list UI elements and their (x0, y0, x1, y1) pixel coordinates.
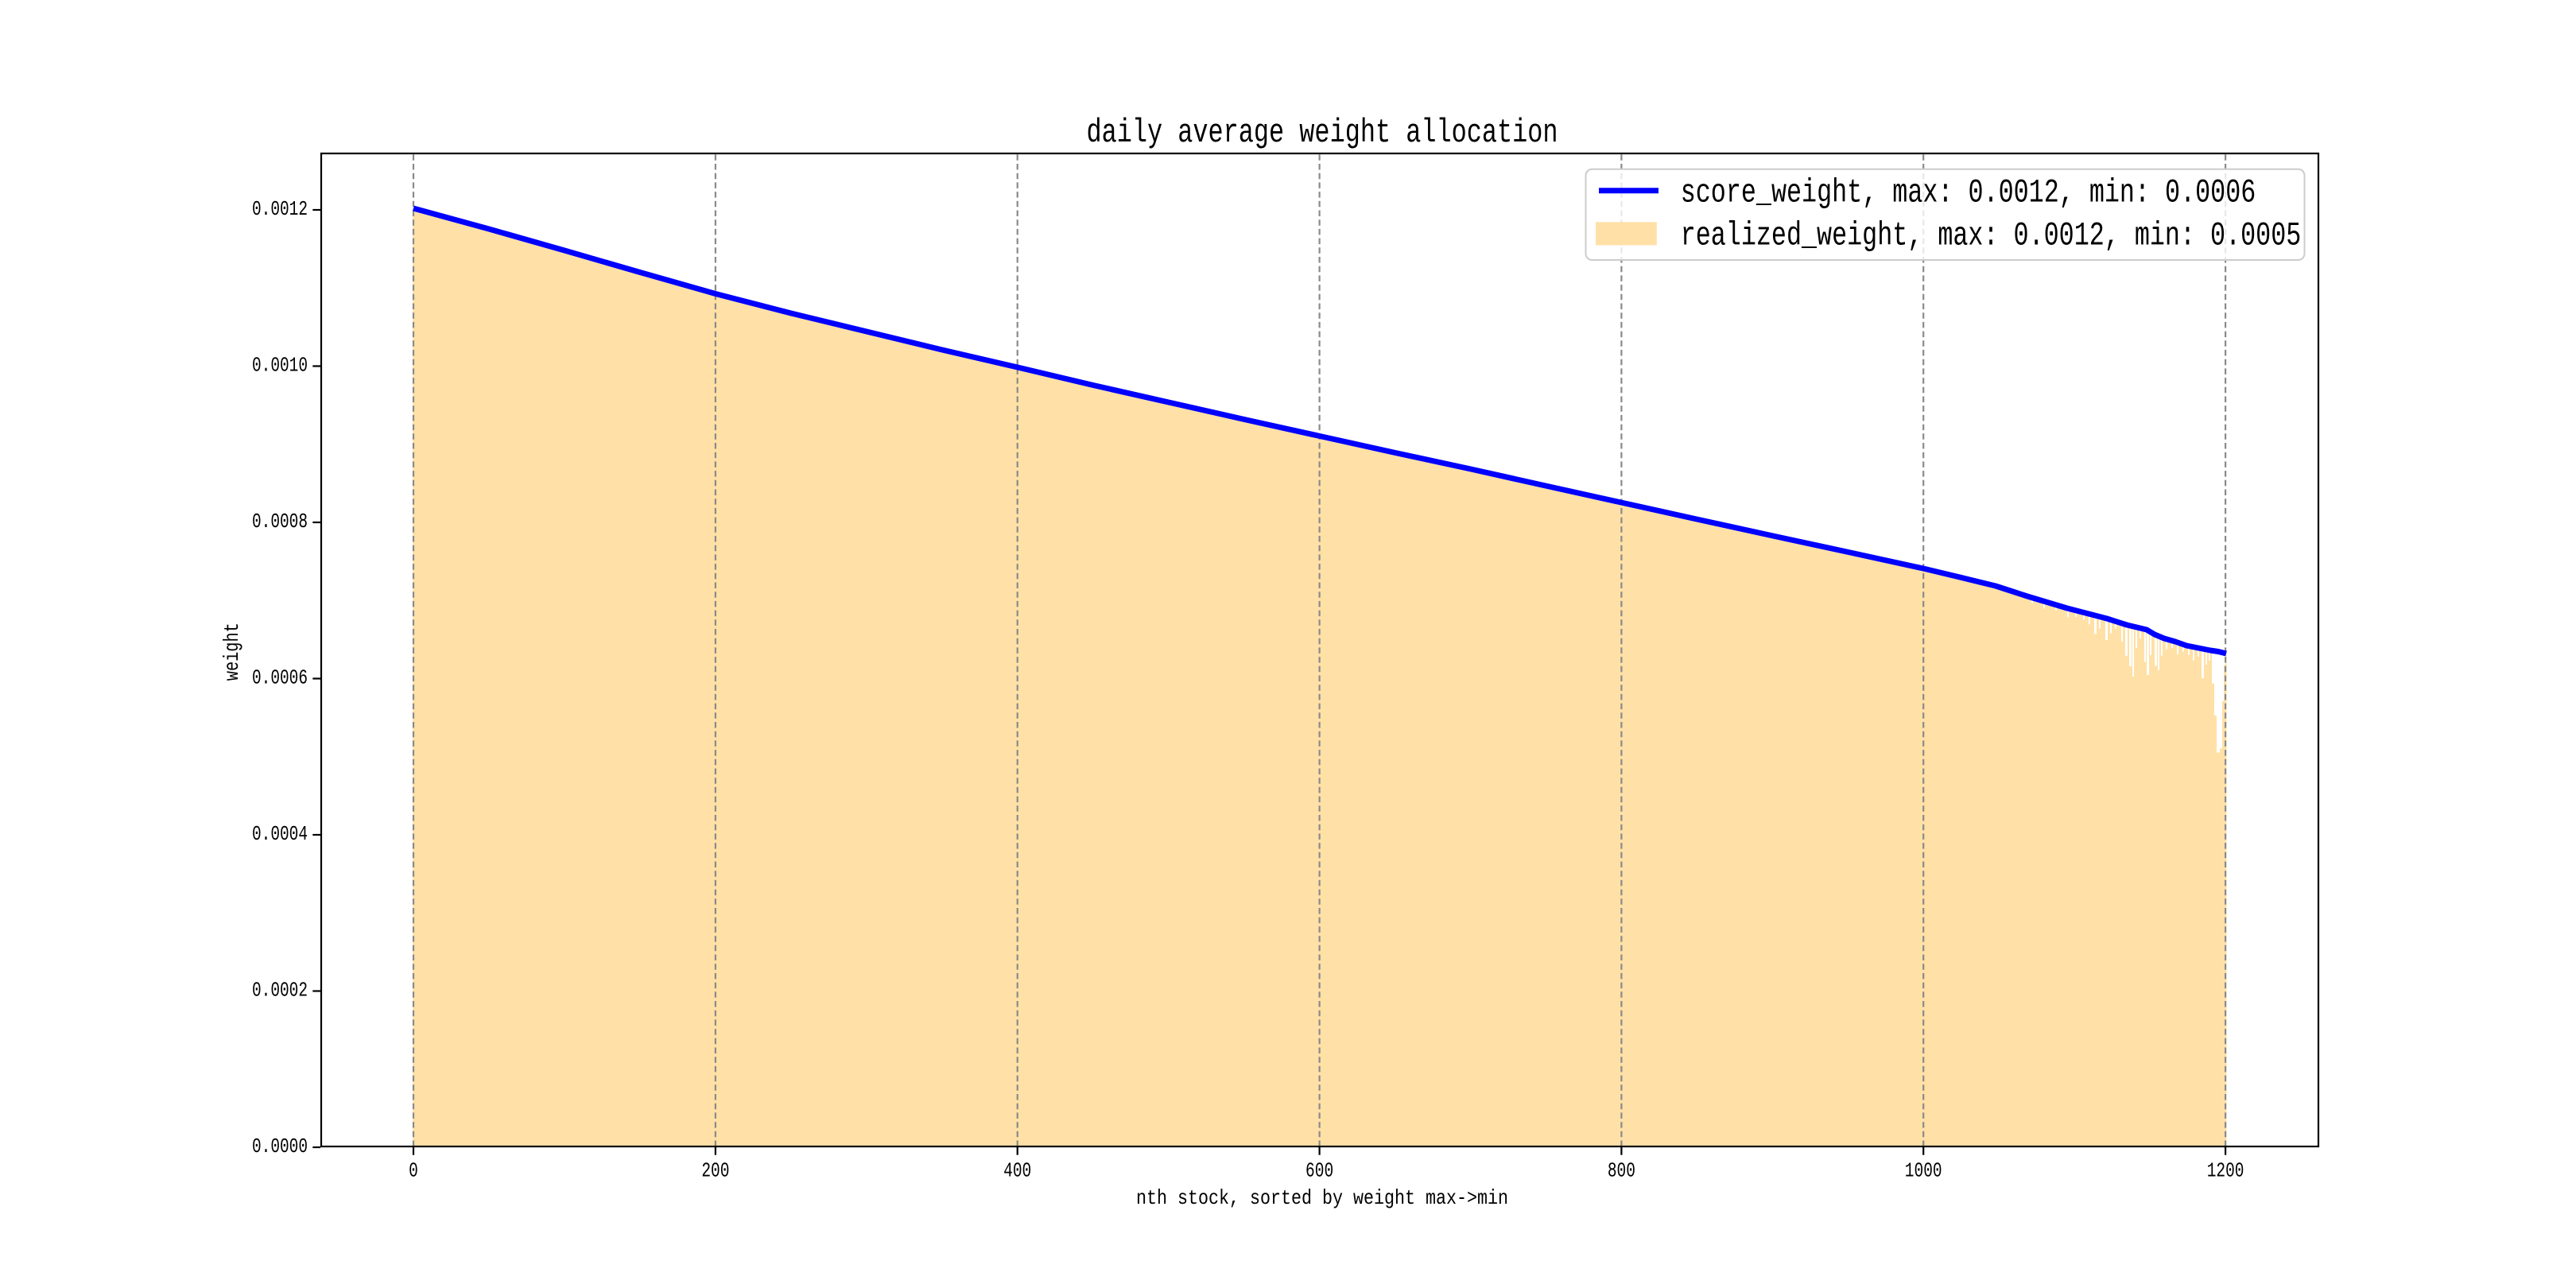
svg-text:0.0006: 0.0006 (252, 666, 308, 690)
svg-text:1200: 1200 (2207, 1159, 2244, 1183)
svg-text:200: 200 (701, 1159, 729, 1183)
svg-text:800: 800 (1608, 1159, 1635, 1183)
svg-text:0.0012: 0.0012 (252, 197, 308, 221)
svg-text:600: 600 (1305, 1159, 1333, 1183)
svg-text:400: 400 (1003, 1159, 1031, 1183)
svg-text:1000: 1000 (1905, 1159, 1942, 1183)
svg-text:nth stock, sorted by weight ma: nth stock, sorted by weight max->min (1136, 1186, 1508, 1210)
svg-text:realized_weight, max: 0.0012,: realized_weight, max: 0.0012, min: 0.000… (1681, 217, 2302, 255)
svg-text:daily average weight allocatio: daily average weight allocation (1087, 114, 1558, 152)
svg-text:0.0004: 0.0004 (252, 822, 308, 846)
svg-text:0.0008: 0.0008 (252, 510, 308, 533)
svg-text:weight: weight (220, 623, 244, 681)
svg-text:0.0010: 0.0010 (252, 354, 308, 378)
svg-text:0.0000: 0.0000 (252, 1135, 308, 1158)
svg-text:0.0002: 0.0002 (252, 979, 308, 1003)
svg-text:score_weight, max: 0.0012, min: score_weight, max: 0.0012, min: 0.0006 (1681, 174, 2256, 212)
svg-text:0: 0 (409, 1159, 418, 1183)
